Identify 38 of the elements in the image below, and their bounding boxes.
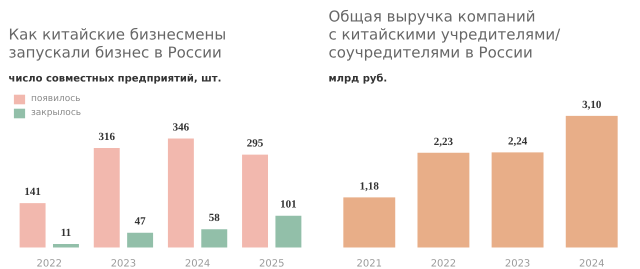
- bar: [417, 152, 470, 248]
- legend-label: закрылось: [31, 108, 82, 118]
- x-tick-label: 2024: [184, 258, 210, 269]
- data-label: 346: [172, 122, 190, 134]
- data-label: 2,23: [434, 136, 454, 148]
- x-tick-label: 2022: [430, 258, 456, 269]
- bar: [201, 229, 228, 248]
- bar: [20, 203, 46, 248]
- chart-title: Как китайские бизнесмены запускали бизнес в России: [8, 26, 226, 62]
- bar: [168, 138, 194, 248]
- bar: [492, 152, 544, 248]
- x-tick-label: 2023: [504, 258, 530, 269]
- data-label: 2,24: [508, 135, 528, 148]
- data-label: 3,10: [582, 98, 602, 111]
- x-tick-label: 2023: [110, 258, 136, 269]
- data-label: 295: [246, 138, 264, 150]
- bar: [127, 232, 154, 248]
- bar: [94, 148, 120, 248]
- data-label: 11: [60, 227, 72, 240]
- chart-subtitle: число совместных предприятий, шт.: [8, 74, 222, 84]
- chart-subtitle: млрд руб.: [328, 74, 388, 84]
- bar: [275, 216, 302, 248]
- bar: [242, 154, 268, 248]
- data-label: 58: [208, 212, 220, 224]
- bar: [343, 197, 396, 248]
- x-tick-label: 2021: [356, 258, 382, 269]
- data-label: 47: [134, 216, 146, 228]
- data-label: 316: [98, 130, 116, 143]
- bar: [52, 244, 79, 248]
- data-label: 101: [280, 198, 297, 211]
- chart-title: Общая выручка компаний с китайскими учредителями/ соучредителями в России: [328, 8, 562, 62]
- x-tick-label: 2024: [578, 258, 604, 269]
- x-tick-label: 2022: [36, 258, 62, 269]
- data-label: 141: [24, 186, 41, 198]
- bar: [566, 116, 618, 248]
- legend-label: появилось: [31, 94, 80, 104]
- x-tick-label: 2025: [258, 258, 284, 269]
- data-label: 1,18: [360, 180, 380, 192]
